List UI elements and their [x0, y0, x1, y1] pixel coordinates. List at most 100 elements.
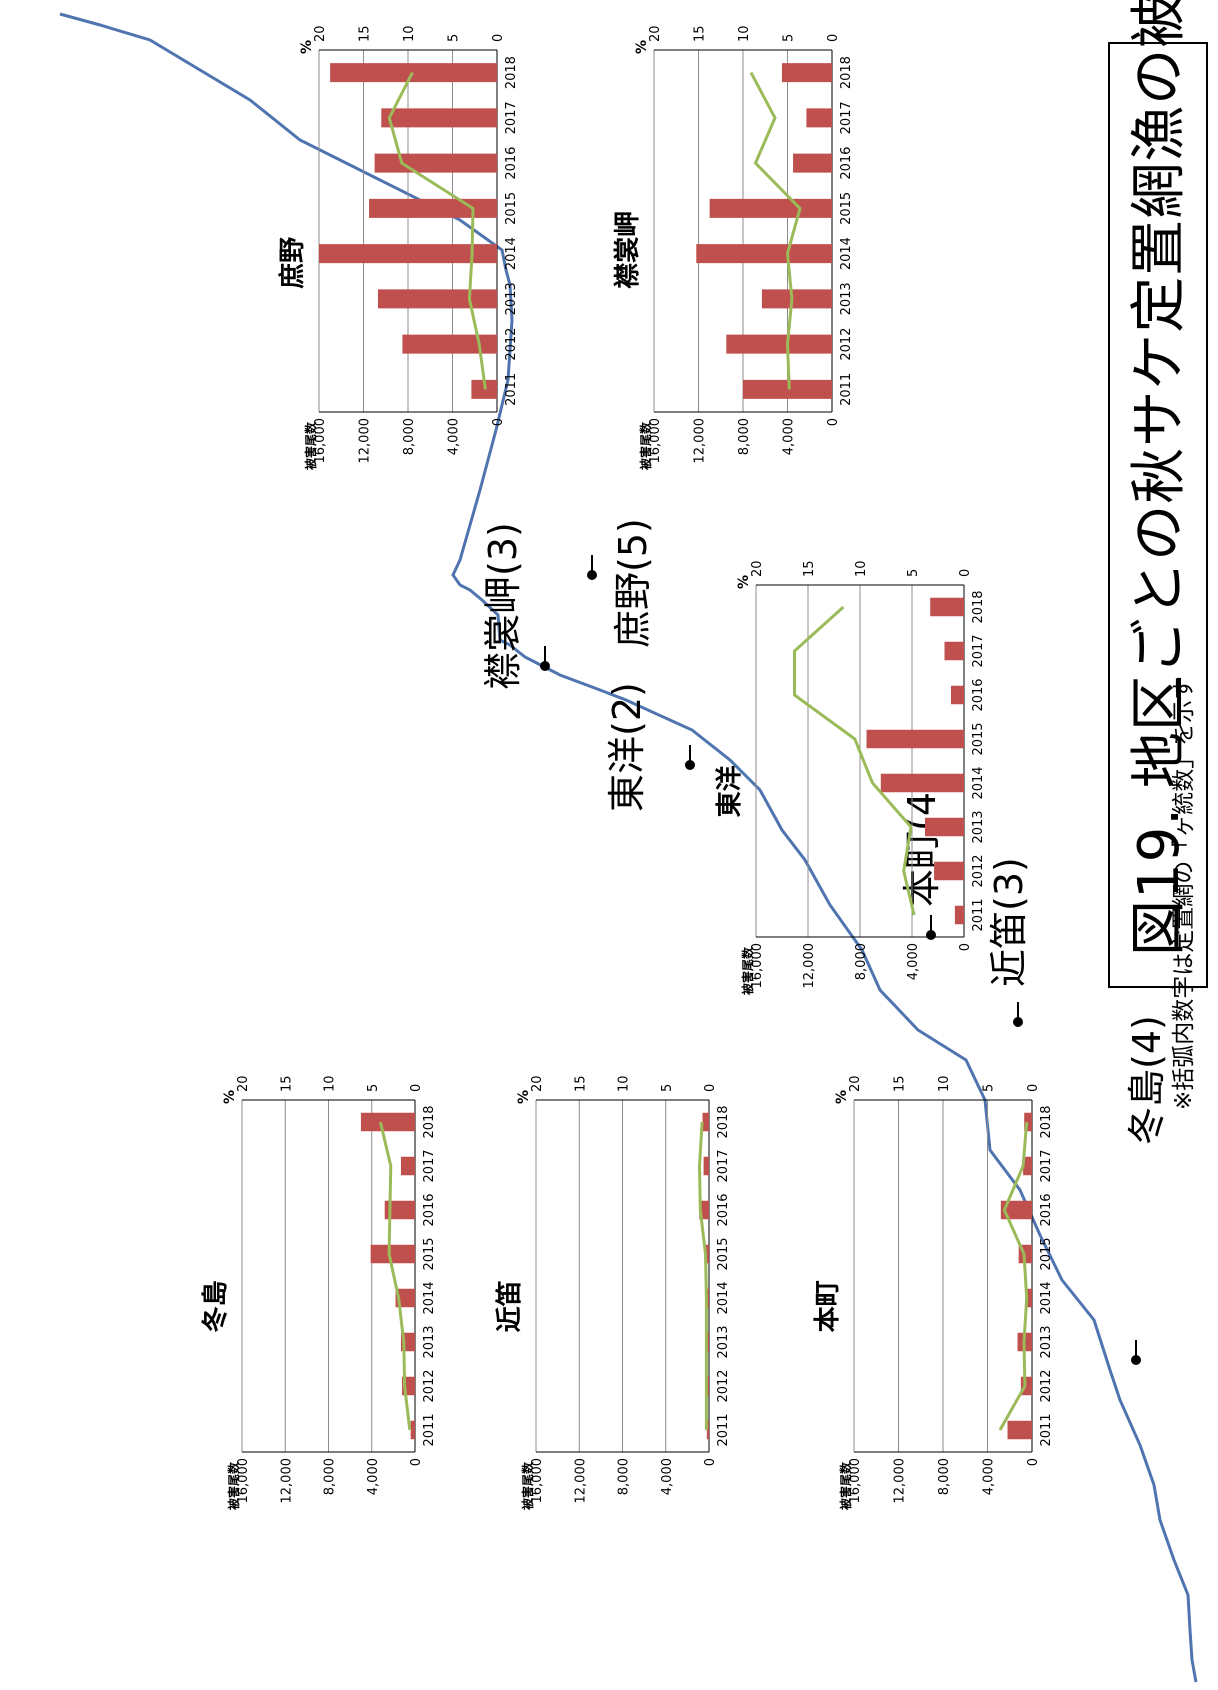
x-tick-label: 2011	[422, 1413, 437, 1446]
y2-tick-label: 0	[958, 569, 973, 577]
figure-note: ※括弧内数字は定置網の「ヶ統数」を示す	[1171, 676, 1197, 1110]
y2-tick-label: 10	[617, 1075, 632, 1092]
bar	[696, 244, 833, 264]
bar	[726, 334, 832, 354]
y2-tick-label: 15	[279, 1075, 294, 1092]
x-tick-label: 2011	[1039, 1413, 1054, 1446]
x-tick-label: 2015	[1039, 1237, 1054, 1270]
x-tick-label: 2014	[971, 766, 986, 799]
x-tick-label: 2016	[422, 1193, 437, 1226]
x-tick-label: 2018	[971, 590, 986, 623]
x-tick-label: 2018	[1039, 1105, 1054, 1138]
y2-tick-label: 5	[447, 34, 462, 42]
x-tick-label: 2012	[504, 328, 519, 361]
bar	[866, 729, 964, 749]
chart-fuyushima: 冬島 0 4,000 8,000 12,000 16,000 0 5 10 15 20 被害尾数% 20…	[201, 1075, 437, 1510]
bar	[951, 685, 964, 705]
y-axis-label: 被害尾数	[838, 1461, 853, 1510]
rate-line	[749, 71, 802, 390]
y-tick-label: 0	[703, 1458, 718, 1466]
bar	[793, 153, 832, 173]
y2-tick-label: 10	[402, 25, 417, 42]
x-tick-label: 2013	[422, 1325, 437, 1358]
x-tick-label: 2012	[716, 1369, 731, 1402]
bar	[743, 379, 832, 399]
x-tick-label: 2017	[971, 634, 986, 667]
y2-tick-label: 0	[703, 1084, 718, 1092]
y2-axis-label: %	[222, 1090, 238, 1104]
x-tick-label: 2014	[504, 237, 519, 270]
y2-tick-label: 15	[893, 1075, 908, 1092]
y-tick-label: 8,000	[402, 418, 417, 455]
x-tick-label: 2011	[716, 1413, 731, 1446]
x-tick-label: 2016	[839, 147, 854, 180]
map-markers	[540, 555, 1141, 1365]
bar	[402, 334, 497, 354]
y-tick-label: 12,000	[573, 1458, 588, 1504]
y-tick-label: 16,000	[750, 943, 765, 989]
chart-erimomisaki: 襟裳岬 0 4,000 8,000 12,000 16,000 0 5 10 15 20 被害尾数% 2…	[613, 25, 854, 470]
x-tick-label: 2015	[422, 1237, 437, 1270]
x-tick-label: 2013	[971, 810, 986, 843]
y2-tick-label: 5	[366, 1084, 381, 1092]
y2-tick-label: 20	[530, 1075, 545, 1092]
y2-tick-label: 5	[906, 569, 921, 577]
y-tick-label: 0	[1026, 1458, 1041, 1466]
y-tick-label: 12,000	[802, 943, 817, 989]
bar	[702, 1112, 709, 1132]
y2-tick-label: 5	[982, 1084, 997, 1092]
y-axis-label: 被害尾数	[226, 1461, 241, 1510]
x-tick-label: 2018	[839, 56, 854, 89]
bar	[360, 1112, 415, 1132]
bar	[925, 817, 964, 837]
bar	[377, 289, 497, 309]
y-tick-label: 4,000	[447, 418, 462, 455]
rate-line	[998, 1121, 1029, 1431]
y2-tick-label: 10	[937, 1075, 952, 1092]
x-tick-label: 2012	[839, 328, 854, 361]
y2-tick-label: 20	[750, 560, 765, 577]
y2-tick-label: 0	[826, 34, 841, 42]
x-tick-label: 2018	[422, 1105, 437, 1138]
y-tick-label: 8,000	[323, 1458, 338, 1495]
bar	[384, 1200, 416, 1220]
x-tick-label: 2017	[716, 1149, 731, 1182]
y-tick-label: 12,000	[358, 418, 373, 464]
y2-axis-label: %	[736, 575, 752, 589]
x-tick-label: 2011	[839, 373, 854, 406]
coastline	[59, 12, 1198, 1683]
y2-tick-label: 5	[782, 34, 797, 42]
x-tick-label: 2013	[839, 282, 854, 315]
y-tick-label: 4,000	[782, 418, 797, 455]
x-tick-label: 2017	[504, 101, 519, 134]
rate-line	[697, 1121, 708, 1430]
y2-tick-label: 15	[358, 25, 373, 42]
rate-line	[378, 1121, 412, 1431]
y2-tick-label: 10	[854, 560, 869, 577]
chart-title: 冬島	[201, 1280, 231, 1332]
x-tick-label: 2018	[716, 1105, 731, 1138]
y-tick-label: 16,000	[236, 1458, 251, 1504]
x-tick-label: 2014	[422, 1281, 437, 1314]
y2-tick-label: 15	[693, 25, 708, 42]
bar	[930, 597, 964, 617]
x-tick-label: 2015	[839, 192, 854, 225]
x-tick-label: 2016	[716, 1193, 731, 1226]
y2-tick-label: 20	[313, 25, 328, 42]
x-tick-label: 2013	[1039, 1325, 1054, 1358]
bar	[934, 861, 965, 881]
y-tick-label: 8,000	[854, 943, 869, 980]
x-tick-label: 2017	[1039, 1149, 1054, 1182]
bar	[369, 198, 497, 218]
bar	[1000, 1200, 1033, 1220]
y-axis-label: 被害尾数	[740, 946, 755, 995]
x-tick-label: 2015	[716, 1237, 731, 1270]
x-tick-label: 2017	[839, 101, 854, 134]
y-tick-label: 8,000	[617, 1458, 632, 1495]
x-tick-label: 2016	[1039, 1193, 1054, 1226]
x-tick-label: 2011	[504, 373, 519, 406]
x-tick-label: 2017	[422, 1149, 437, 1182]
chart-title: 襟裳岬	[613, 211, 643, 289]
